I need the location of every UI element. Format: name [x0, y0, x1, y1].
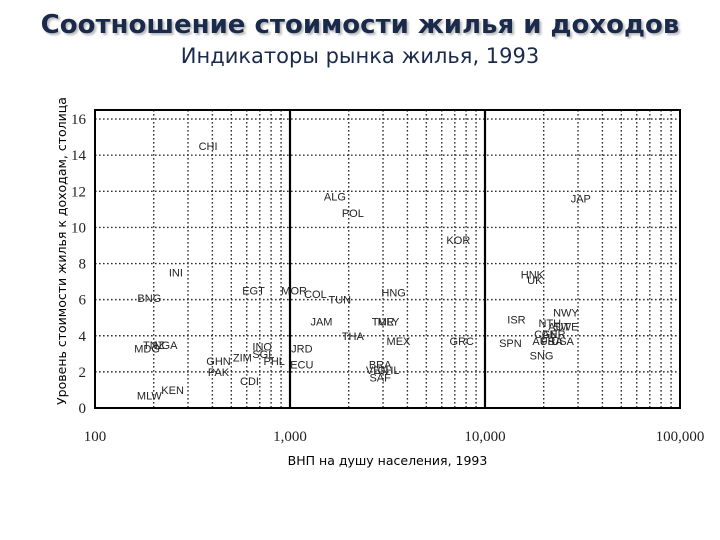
data-point-label: GHN: [206, 356, 231, 368]
y-tick-label: 0: [79, 401, 87, 417]
data-point-label: BRA: [369, 360, 392, 372]
data-point-label: AUS: [532, 336, 555, 348]
data-point-label: MLW: [137, 390, 162, 402]
data-point-label: HNG: [381, 287, 405, 299]
data-point-label: KEN: [161, 385, 184, 397]
data-point-label: GRC: [450, 336, 475, 348]
data-point-label: JRD: [291, 343, 312, 355]
data-point-label: MEX: [387, 336, 412, 348]
x-tick-label: 10,000: [464, 429, 505, 445]
x-axis-label: ВНП на душу населения, 1993: [288, 453, 488, 468]
y-tick-label: 4: [79, 329, 87, 345]
plot-frame: [94, 109, 681, 409]
data-point-label: TUR: [372, 316, 395, 328]
data-point-label: PHL: [264, 356, 285, 368]
data-point-label: MLY: [378, 316, 400, 328]
gridlines: [95, 110, 680, 408]
data-point-label: SGL: [252, 349, 274, 361]
data-point-label: AUT: [548, 322, 570, 334]
x-tick-label: 100: [84, 429, 107, 445]
page-title: Соотношение стоимости жилья и доходов: [40, 10, 680, 40]
page-subtitle: Индикаторы рынка жилья, 1993: [180, 44, 540, 68]
data-point-label: NGA: [154, 340, 179, 352]
data-point-label: COL: [304, 289, 327, 301]
data-point-label: SNG: [530, 351, 554, 363]
y-tick-label: 12: [71, 184, 86, 200]
x-tick-label: 100,000: [656, 429, 705, 445]
data-point-label: TNZ: [143, 340, 165, 352]
data-point-label: SWE: [553, 322, 578, 334]
data-point-label: VEN: [366, 365, 389, 377]
data-point-label: CAN: [534, 329, 557, 341]
data-point-label: PAK: [208, 367, 230, 379]
data-point-label: THA: [342, 331, 365, 343]
data-point-label: INI: [169, 268, 183, 280]
data-point-label: JAP: [571, 193, 591, 205]
x-tick-labels: 100 1,000 10,000 100,000: [84, 429, 705, 445]
y-tick-label: 6: [79, 293, 87, 309]
y-tick-label: 16: [71, 112, 87, 128]
data-point-label: NWY: [553, 307, 579, 319]
data-point-label: EGT: [242, 286, 265, 298]
data-point-label: NTH: [539, 318, 562, 330]
data-point-label: CHL: [377, 365, 399, 377]
data-point-label: CHI: [199, 141, 218, 153]
data-point-label: SPN: [499, 338, 522, 350]
y-tick-label: 14: [71, 148, 87, 164]
data-point-label: MDG: [134, 343, 160, 355]
data-point-label: UK: [527, 275, 543, 287]
data-point-label: GER: [542, 329, 566, 341]
data-point-label: POL: [342, 208, 364, 220]
x-tick-label: 1,000: [273, 429, 307, 445]
data-point-label: HNK: [521, 269, 545, 281]
data-point-label: ALG: [324, 192, 346, 204]
y-tick-label: 2: [79, 365, 87, 381]
y-tick-label: 10: [71, 220, 86, 236]
data-point-label: BNG: [137, 293, 161, 305]
data-point-label: INO: [252, 342, 272, 354]
data-point-label: ISR: [507, 315, 525, 327]
reference-lines: [288, 110, 487, 408]
data-point-label: ZIM: [233, 352, 252, 364]
data-point-label: FRA: [541, 336, 564, 348]
data-point-label: MOR: [281, 286, 307, 298]
data-point-label: JAM: [310, 316, 332, 328]
data-point-label: KOR: [446, 235, 470, 247]
data-point-label: ECU: [290, 360, 313, 372]
data-point-label: SAF: [369, 372, 391, 384]
y-tick-label: 8: [79, 257, 87, 273]
data-point-label: TUN: [328, 295, 351, 307]
data-point-label: USA: [551, 336, 574, 348]
y-tick-labels: 0 2 4 6 8 10 12 14 16: [71, 112, 87, 417]
data-point-label: CDI: [240, 376, 259, 388]
y-axis-label: Уровень стоимости жилья к доходам, столи…: [54, 97, 69, 405]
